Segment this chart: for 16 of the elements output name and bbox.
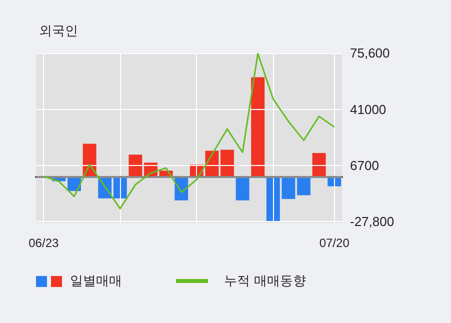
x-tick-label: 06/23	[28, 236, 59, 250]
y-tick-label: 41000	[350, 102, 386, 117]
legend-label: 일별매매	[70, 273, 122, 290]
bar	[236, 176, 250, 200]
y-tick-label: -27,800	[350, 214, 394, 230]
bar	[312, 153, 326, 176]
chart-title: 외국인	[39, 24, 78, 39]
bar	[251, 77, 265, 176]
y-tick-label: 75,600	[350, 46, 390, 60]
x-tick-label: 07/20	[319, 236, 350, 250]
legend-label: 누적 매매동향	[224, 273, 306, 290]
bar	[128, 154, 142, 176]
bar	[220, 150, 234, 176]
bar	[297, 176, 310, 196]
y-tick-label: 6700	[350, 158, 379, 173]
line-series	[42, 52, 336, 210]
